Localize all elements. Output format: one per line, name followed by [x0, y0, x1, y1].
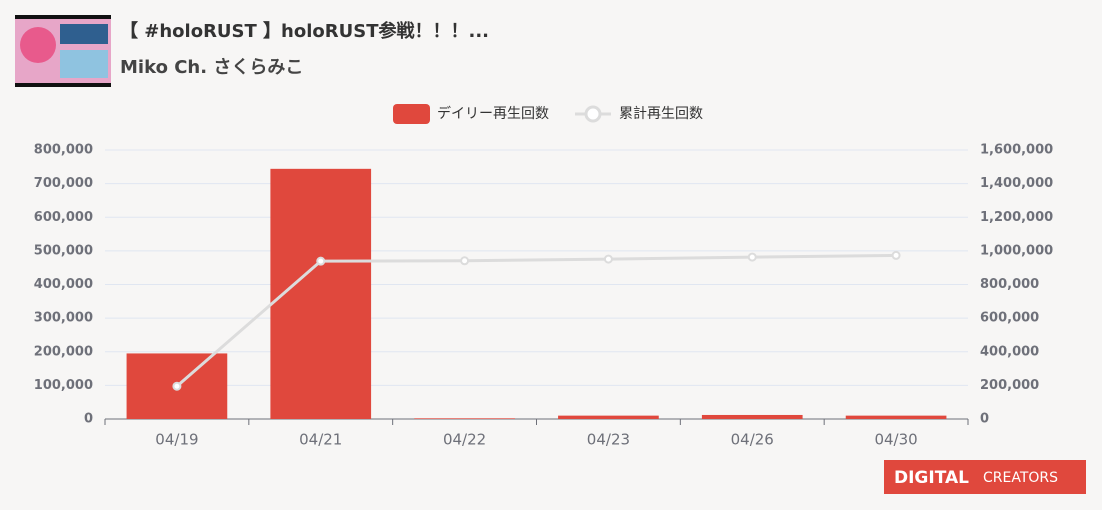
line-point: [603, 254, 613, 264]
x-tick-label: 04/21: [299, 431, 342, 449]
logo-word: CREATORS: [983, 470, 1058, 486]
y2-tick-label: 600,000: [980, 311, 1039, 326]
x-tick-label: 04/22: [443, 431, 486, 449]
bar: [414, 418, 515, 419]
line-point: [172, 381, 182, 391]
y-tick-label: 300,000: [34, 311, 93, 326]
x-tick-label: 04/19: [155, 431, 198, 449]
y-tick-label: 100,000: [34, 378, 93, 393]
line-point: [316, 256, 326, 266]
y2-tick-label: 400,000: [980, 344, 1039, 359]
y2-tick-label: 0: [980, 412, 989, 427]
x-tick-label: 04/30: [874, 431, 917, 449]
y2-tick-label: 1,400,000: [980, 176, 1053, 191]
logo: DIGITAL CREATORS: [884, 460, 1086, 494]
bar: [701, 414, 803, 419]
y-tick-label: 0: [84, 412, 93, 427]
bar: [270, 168, 372, 419]
x-tick-label: 04/26: [731, 431, 774, 449]
bar: [845, 415, 947, 419]
legend-label[interactable]: デイリー再生回数: [437, 105, 549, 122]
logo-box: [884, 460, 1086, 494]
legend-swatch[interactable]: [584, 105, 602, 123]
y-tick-label: 500,000: [34, 243, 93, 258]
y2-tick-label: 1,200,000: [980, 210, 1053, 225]
channel-name: Miko Ch. さくらみこ: [120, 57, 303, 78]
y-tick-label: 700,000: [34, 176, 93, 191]
x-tick-label: 04/23: [587, 431, 630, 449]
y2-tick-label: 1,000,000: [980, 243, 1053, 258]
line-point: [891, 250, 901, 260]
video-title: 【 #holoRUST 】holoRUST参戦！！！...: [120, 20, 489, 42]
line: [175, 253, 897, 388]
line-point: [747, 252, 757, 262]
y2-tick-label: 200,000: [980, 378, 1039, 393]
y-tick-label: 600,000: [34, 210, 93, 225]
y-tick-label: 200,000: [34, 344, 93, 359]
y2-tick-label: 1,600,000: [980, 143, 1053, 158]
line-point: [460, 256, 470, 266]
legend-swatch[interactable]: [393, 104, 430, 124]
bar: [558, 415, 659, 419]
legend-label[interactable]: 累計再生回数: [619, 106, 703, 122]
thumbnail[interactable]: [15, 15, 111, 87]
y-tick-label: 800,000: [34, 143, 93, 158]
y-tick-label: 400,000: [34, 277, 93, 292]
logo-word: DIGITAL: [894, 468, 969, 488]
y2-tick-label: 800,000: [980, 277, 1039, 292]
